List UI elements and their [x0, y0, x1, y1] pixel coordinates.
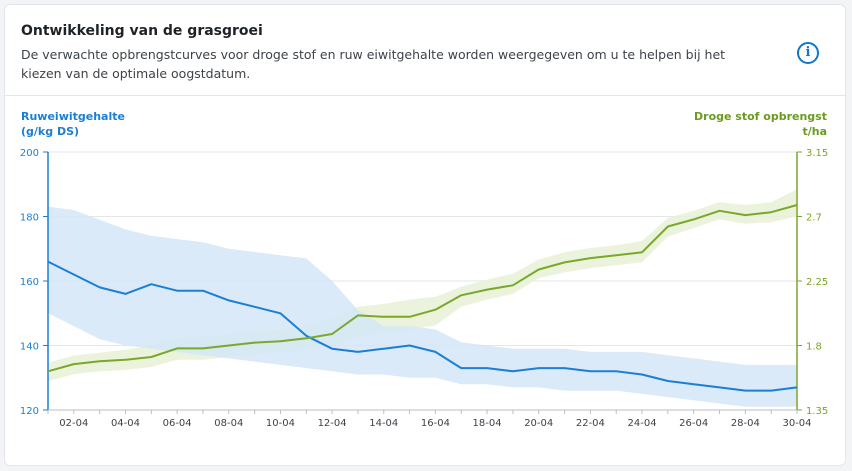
y-left-label-line2: (g/kg DS): [21, 125, 80, 138]
drymatter-series-line: [47, 204, 798, 373]
x-tick-label: 16-04: [421, 418, 450, 429]
x-tick-label: 26-04: [679, 418, 708, 429]
x-tick-label: 08-04: [214, 418, 243, 429]
x-tick-label: 18-04: [473, 418, 502, 429]
protein-band: [48, 206, 797, 407]
x-tick-label: 14-04: [369, 418, 398, 429]
y-right-tick-label: 1.8: [806, 342, 822, 353]
x-tick-label: 28-04: [731, 418, 760, 429]
y-right-label-line2: t/ha: [802, 125, 827, 138]
protein-series-line: [47, 260, 798, 392]
y-left-tick-label: 140: [20, 342, 39, 353]
y-right-tick-label: 2.7: [806, 213, 822, 224]
y-right-label-line1: Droge stof opbrengst: [694, 110, 827, 123]
y-left-axis-title: Ruweiwitgehalte (g/kg DS): [21, 109, 125, 139]
x-tick-label: 24-04: [628, 418, 657, 429]
y-left-tick-label: 160: [20, 277, 39, 288]
card-header: Ontwikkeling van de grasgroei De verwach…: [5, 5, 845, 96]
y-left-tick-label: 180: [20, 213, 39, 224]
drymatter-band: [48, 189, 797, 382]
y-left-tick-label: 120: [20, 406, 39, 417]
y-left-tick-label: 200: [20, 148, 39, 159]
card-title: Ontwikkeling van de grasgroei: [21, 23, 263, 39]
card-description: De verwachte opbrengstcurves voor droge …: [21, 47, 726, 81]
x-tick-label: 10-04: [266, 418, 295, 429]
x-tick-label: 02-04: [59, 418, 88, 429]
x-tick-label: 06-04: [163, 418, 192, 429]
y-right-tick-label: 1.35: [806, 406, 828, 417]
x-tick-label: 22-04: [576, 418, 605, 429]
y-right-tick-label: 3.15: [806, 148, 828, 159]
y-right-tick-label: 2.25: [806, 277, 828, 288]
x-tick-label: 12-04: [318, 418, 347, 429]
x-tick-label: 04-04: [111, 418, 140, 429]
x-tick-label: 20-04: [524, 418, 553, 429]
info-icon[interactable]: i: [797, 42, 819, 64]
y-right-axis-title: Droge stof opbrengst t/ha: [694, 109, 827, 139]
x-tick-label: 30-04: [782, 418, 811, 429]
y-left-label-line1: Ruweiwitgehalte: [21, 110, 125, 123]
